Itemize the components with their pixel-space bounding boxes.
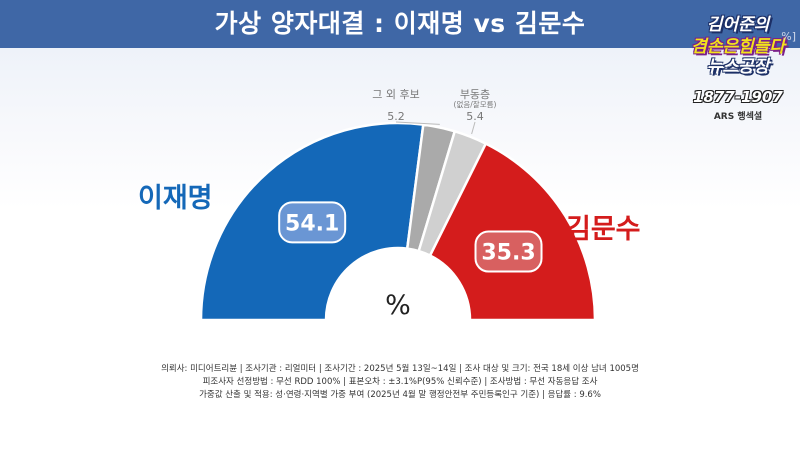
kim-moon-soo-badge	[474, 230, 543, 273]
label-kim-moon-soo: 김문수	[566, 214, 641, 245]
lee-jae-myung-value-label: 54.1	[285, 211, 339, 236]
kim-moon-soo-value-label: 35.3	[481, 241, 535, 266]
undecided-value-label: 5.4	[466, 110, 484, 123]
survey-info-line-3: 가중값 산출 및 적용: 성·연령·지역별 가중 부여 (2025년 4월 말 …	[199, 390, 601, 400]
logo-line-1: 김어준의	[706, 15, 770, 35]
header-bar: 가상 양자대결 : 이재명 vs 김문수	[0, 0, 800, 48]
logo-ars-text: ARS 행섹셜	[713, 112, 763, 122]
logo-line-2: 겸손은힘들다	[691, 37, 785, 57]
news-factory-logo: 김어준의 겸손은힘들다 뉴스공장 1877-1907 ARS 행섹셜 %]	[688, 4, 796, 122]
unit-percent-label: %	[385, 290, 411, 321]
other-candidates-value-label: 5.2	[387, 110, 405, 123]
other-candidates-name-label: 그 외 후보	[372, 88, 419, 101]
logo-line-3: 뉴스공장	[706, 57, 770, 77]
survey-info-line-1: 의뢰사: 미디어트리뷴 | 조사기관 : 리얼미터 | 조사기간 : 2025년…	[161, 364, 639, 374]
lee-jae-myung-badge	[278, 201, 347, 244]
logo-phone-number: 1877-1907	[693, 88, 783, 106]
undecided-leader-line	[471, 121, 476, 135]
other-candidates-leader-line	[395, 121, 440, 125]
page-title: 가상 양자대결 : 이재명 vs 김문수	[214, 9, 586, 38]
undecided-note-label: (없음/잘모름)	[454, 100, 497, 109]
survey-info-line-2: 피조사자 선정방법 : 무선 RDD 100% | 표본오차 : ±3.1%P(…	[202, 377, 598, 387]
label-lee-jae-myung: 이재명	[138, 183, 213, 214]
undecided-name-label: 부동층	[460, 88, 490, 101]
logo-percent-tag: %]	[781, 30, 796, 43]
